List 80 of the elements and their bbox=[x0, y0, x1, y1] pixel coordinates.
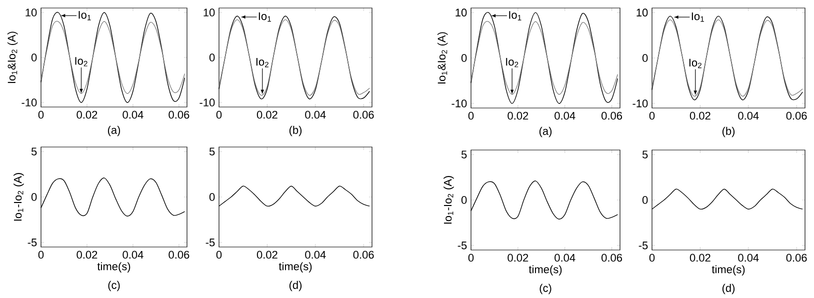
y-axis-title: Io$_{1}$-Io$_{2}$ (A) bbox=[14, 173, 24, 221]
x-tick-label: 0.02 bbox=[690, 254, 710, 262]
y-tick-label: -10 bbox=[632, 100, 648, 108]
x-tick-label: 0.02 bbox=[256, 250, 278, 259]
y-tick-label: 0 bbox=[461, 54, 467, 62]
y-tick-label: -5 bbox=[458, 242, 467, 250]
x-tick-label: 0.02 bbox=[690, 112, 710, 120]
text: (b) bbox=[722, 126, 735, 138]
x-tick-label: 0.02 bbox=[76, 250, 98, 259]
x-tick-label: 0.02 bbox=[508, 254, 528, 262]
x-tick-label: 0.06 bbox=[602, 254, 622, 262]
x-tick-label: 0 bbox=[468, 254, 474, 262]
x-tick-label: 0 bbox=[38, 110, 44, 119]
x-tick-label: 0.02 bbox=[76, 110, 98, 119]
y-tick-label: -10 bbox=[22, 98, 37, 106]
text: (d) bbox=[722, 284, 735, 294]
x-tick-label: 0 bbox=[649, 112, 655, 120]
x-tick-label: 0.04 bbox=[122, 110, 144, 119]
y-tick-label: 0 bbox=[31, 193, 37, 201]
y-tick-label: -10 bbox=[452, 100, 467, 108]
x-tick-label: 0.04 bbox=[554, 112, 576, 120]
x-tick-label: 0.04 bbox=[738, 254, 759, 262]
y-tick-label: 10 bbox=[456, 8, 467, 16]
x-tick-label: 0.06 bbox=[602, 112, 622, 120]
y-tick-label: -10 bbox=[200, 98, 215, 106]
x-tick-label: 0 bbox=[649, 254, 655, 262]
y-tick-label: 0 bbox=[209, 54, 215, 62]
x-tick-label: 0.06 bbox=[786, 112, 807, 120]
text: (c) bbox=[108, 280, 120, 292]
y-tick-label: 10 bbox=[204, 8, 215, 16]
x-tick-label: 0.02 bbox=[256, 110, 278, 119]
x-axis-title: time(s) bbox=[712, 265, 745, 276]
y-tick-label: 5 bbox=[461, 150, 467, 158]
x-tick-label: 0.04 bbox=[305, 250, 326, 259]
text: (c) bbox=[540, 284, 552, 294]
x-tick-label: 0.04 bbox=[122, 250, 144, 259]
text: (d) bbox=[289, 280, 302, 292]
y-tick-label: 0 bbox=[461, 196, 467, 204]
y-axis-title: Io$_{1}$&Io$_{2}$ (A) bbox=[7, 32, 18, 83]
x-tick-label: 0.06 bbox=[353, 250, 374, 259]
x-axis-title: time(s) bbox=[528, 265, 562, 276]
annotation: Io$_{1}$ bbox=[78, 11, 91, 20]
y-axis-title: Io$_{1}$&Io$_{2}$ (A) bbox=[437, 32, 448, 84]
x-tick-label: 0.06 bbox=[168, 110, 190, 119]
annotation: Io$_{2}$ bbox=[689, 58, 702, 68]
annotation: Io$_{2}$ bbox=[506, 58, 518, 68]
x-tick-label: 0.06 bbox=[353, 110, 374, 119]
x-tick-label: 0.02 bbox=[508, 112, 528, 120]
x-tick-label: 0.04 bbox=[305, 110, 326, 119]
text: (a) bbox=[108, 126, 120, 136]
y-tick-label: 10 bbox=[26, 8, 37, 16]
y-tick-label: 5 bbox=[209, 148, 215, 156]
x-tick-label: 0.06 bbox=[168, 250, 190, 259]
text: (a) bbox=[539, 126, 552, 138]
annotation: Io$_{1}$ bbox=[692, 12, 704, 22]
y-tick-label: -5 bbox=[206, 238, 215, 246]
x-tick-label: 0 bbox=[216, 250, 222, 259]
y-tick-label: 5 bbox=[642, 150, 648, 158]
text: (b) bbox=[289, 126, 302, 136]
x-tick-label: 0.04 bbox=[738, 112, 759, 120]
x-tick-label: 0 bbox=[38, 250, 44, 259]
x-tick-label: 0 bbox=[216, 110, 222, 119]
x-tick-label: 0.04 bbox=[554, 254, 576, 262]
annotation: Io$_{1}$ bbox=[258, 12, 271, 22]
x-axis-title: time(s) bbox=[278, 262, 312, 272]
x-tick-label: 0 bbox=[468, 112, 474, 120]
annotation: Io$_{2}$ bbox=[75, 57, 88, 66]
y-tick-label: -5 bbox=[638, 242, 648, 250]
y-tick-label: 5 bbox=[31, 148, 37, 156]
y-tick-label: 0 bbox=[642, 196, 648, 204]
y-tick-label: -5 bbox=[28, 238, 37, 246]
y-tick-label: 0 bbox=[209, 193, 215, 201]
y-tick-label: 10 bbox=[636, 8, 648, 16]
annotation: Io$_{2}$ bbox=[256, 58, 268, 68]
x-axis-title: time(s) bbox=[97, 262, 130, 272]
y-tick-label: 0 bbox=[642, 54, 648, 62]
annotation: Io$_{1}$ bbox=[509, 11, 522, 20]
x-tick-label: 0.06 bbox=[786, 254, 807, 262]
y-tick-label: 0 bbox=[31, 54, 37, 62]
y-axis-title: Io$_{1}$-Io$_{2}$ (A) bbox=[444, 176, 454, 224]
